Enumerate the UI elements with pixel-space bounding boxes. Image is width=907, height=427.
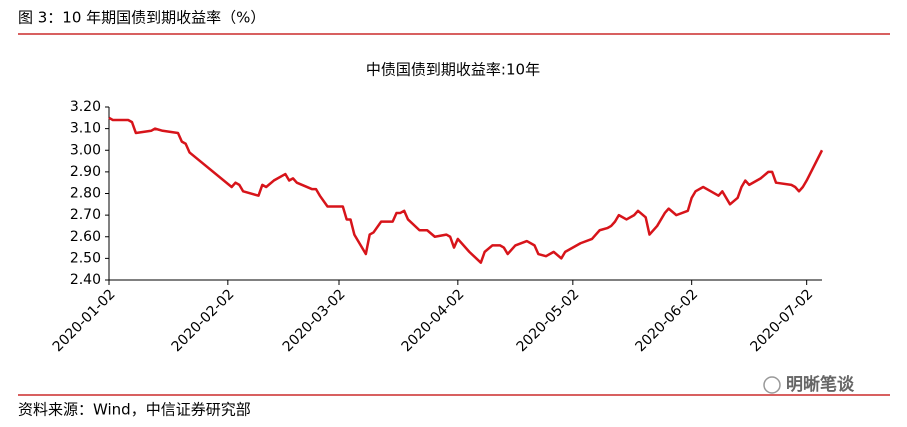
y-tick-label: 2.90 — [70, 164, 101, 180]
y-tick-label: 2.80 — [70, 186, 101, 202]
y-tick-label: 2.60 — [70, 229, 101, 245]
x-tick-label: 2020-02-02 — [169, 286, 238, 355]
x-tick-label: 2020-04-02 — [399, 286, 468, 355]
x-tick-label: 2020-01-02 — [50, 286, 119, 355]
x-tick-label: 2020-06-02 — [632, 286, 701, 355]
x-tick-label: 2020-03-02 — [280, 286, 349, 355]
figure-title: 图 3：10 年期国债到期收益率（%） — [18, 9, 265, 27]
x-tick-label: 2020-05-02 — [514, 286, 583, 355]
y-tick-label: 3.00 — [70, 142, 101, 158]
source: 资料来源：Wind，中信证券研究部 — [18, 401, 251, 419]
y-tick-label: 2.50 — [70, 250, 101, 266]
watermark: 明晰笔谈 — [786, 374, 855, 395]
y-tick-label: 3.10 — [70, 121, 101, 137]
y-tick-label: 2.70 — [70, 207, 101, 223]
y-tick-label: 2.40 — [70, 272, 101, 288]
chart-title: 中债国债到期收益率:10年 — [366, 61, 540, 79]
x-tick-label: 2020-07-02 — [747, 286, 816, 355]
y-tick-label: 3.20 — [70, 99, 101, 115]
watermark-icon — [763, 376, 781, 394]
data-line — [108, 116, 824, 264]
